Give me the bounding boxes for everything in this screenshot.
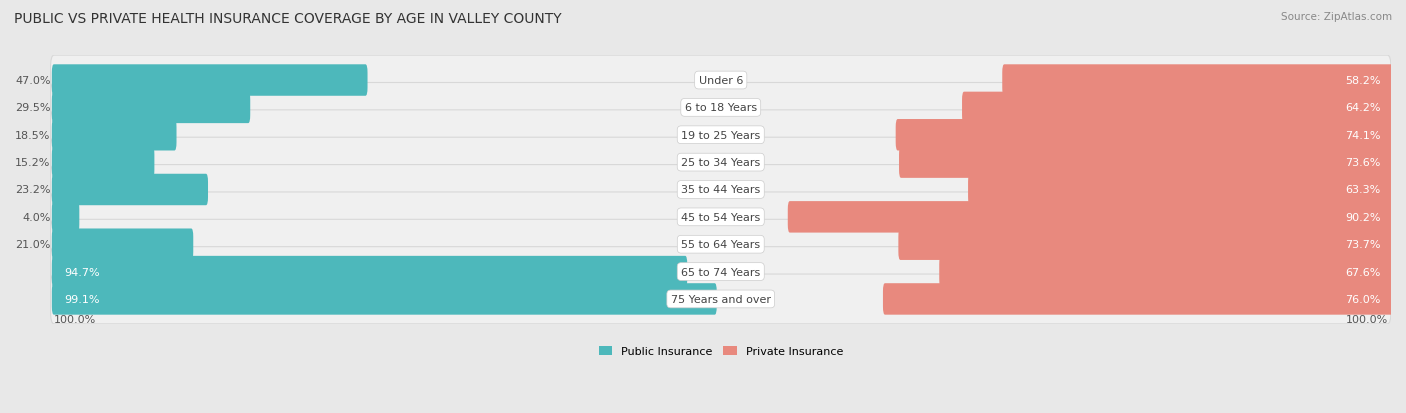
Text: 65 to 74 Years: 65 to 74 Years [681, 267, 761, 277]
FancyBboxPatch shape [51, 165, 1391, 215]
Text: 35 to 44 Years: 35 to 44 Years [681, 185, 761, 195]
FancyBboxPatch shape [52, 93, 250, 124]
FancyBboxPatch shape [52, 147, 155, 178]
Text: 73.6%: 73.6% [1346, 158, 1381, 168]
Text: 29.5%: 29.5% [15, 103, 51, 113]
FancyBboxPatch shape [51, 83, 1391, 133]
Text: 63.3%: 63.3% [1346, 185, 1381, 195]
Text: 64.2%: 64.2% [1346, 103, 1381, 113]
FancyBboxPatch shape [787, 202, 1393, 233]
Text: 73.7%: 73.7% [1346, 240, 1381, 249]
FancyBboxPatch shape [51, 111, 1391, 160]
Text: 75 Years and over: 75 Years and over [671, 294, 770, 304]
Text: 4.0%: 4.0% [22, 212, 51, 222]
Text: 18.5%: 18.5% [15, 131, 51, 140]
FancyBboxPatch shape [898, 229, 1393, 260]
Text: 23.2%: 23.2% [15, 185, 51, 195]
Text: 100.0%: 100.0% [1346, 314, 1388, 324]
FancyBboxPatch shape [52, 283, 717, 315]
Text: 25 to 34 Years: 25 to 34 Years [681, 158, 761, 168]
Text: 67.6%: 67.6% [1346, 267, 1381, 277]
FancyBboxPatch shape [52, 65, 367, 97]
Text: 15.2%: 15.2% [15, 158, 51, 168]
Text: 94.7%: 94.7% [63, 267, 100, 277]
Legend: Public Insurance, Private Insurance: Public Insurance, Private Insurance [595, 342, 848, 361]
Text: 47.0%: 47.0% [15, 76, 51, 86]
FancyBboxPatch shape [51, 274, 1391, 324]
FancyBboxPatch shape [52, 120, 177, 151]
Text: 99.1%: 99.1% [63, 294, 100, 304]
FancyBboxPatch shape [883, 283, 1393, 315]
FancyBboxPatch shape [51, 247, 1391, 297]
FancyBboxPatch shape [52, 174, 208, 206]
FancyBboxPatch shape [52, 202, 79, 233]
FancyBboxPatch shape [898, 147, 1393, 178]
FancyBboxPatch shape [969, 174, 1393, 206]
FancyBboxPatch shape [51, 192, 1391, 242]
Text: 6 to 18 Years: 6 to 18 Years [685, 103, 756, 113]
FancyBboxPatch shape [962, 93, 1393, 124]
Text: 76.0%: 76.0% [1346, 294, 1381, 304]
FancyBboxPatch shape [51, 138, 1391, 188]
FancyBboxPatch shape [51, 56, 1391, 106]
FancyBboxPatch shape [896, 120, 1393, 151]
Text: 90.2%: 90.2% [1346, 212, 1381, 222]
Text: 100.0%: 100.0% [53, 314, 96, 324]
Text: 58.2%: 58.2% [1346, 76, 1381, 86]
Text: PUBLIC VS PRIVATE HEALTH INSURANCE COVERAGE BY AGE IN VALLEY COUNTY: PUBLIC VS PRIVATE HEALTH INSURANCE COVER… [14, 12, 561, 26]
FancyBboxPatch shape [52, 256, 688, 287]
Text: Under 6: Under 6 [699, 76, 742, 86]
FancyBboxPatch shape [51, 220, 1391, 269]
FancyBboxPatch shape [1002, 65, 1393, 97]
FancyBboxPatch shape [52, 229, 193, 260]
Text: 55 to 64 Years: 55 to 64 Years [681, 240, 761, 249]
FancyBboxPatch shape [939, 256, 1393, 287]
Text: 21.0%: 21.0% [15, 240, 51, 249]
Text: 74.1%: 74.1% [1346, 131, 1381, 140]
Text: 19 to 25 Years: 19 to 25 Years [681, 131, 761, 140]
Text: Source: ZipAtlas.com: Source: ZipAtlas.com [1281, 12, 1392, 22]
Text: 45 to 54 Years: 45 to 54 Years [681, 212, 761, 222]
